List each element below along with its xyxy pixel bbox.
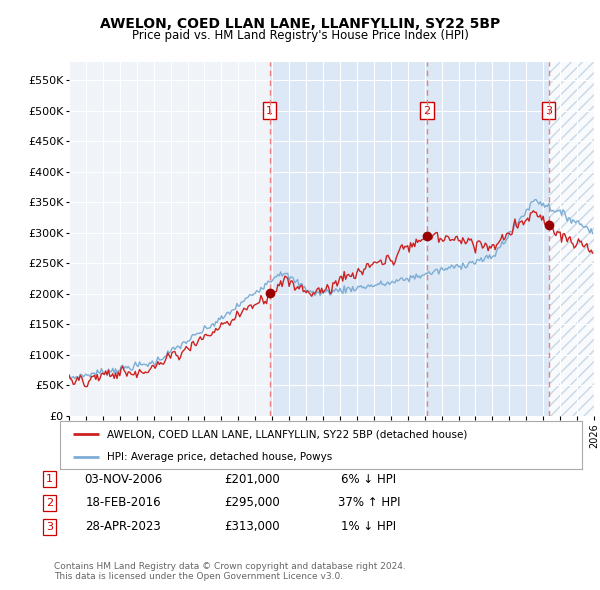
Text: £295,000: £295,000 [224,496,280,509]
Text: This data is licensed under the Open Government Licence v3.0.: This data is licensed under the Open Gov… [54,572,343,581]
Text: 3: 3 [46,522,53,532]
Text: 18-FEB-2016: 18-FEB-2016 [85,496,161,509]
Text: 1% ↓ HPI: 1% ↓ HPI [341,520,397,533]
Text: 2: 2 [423,106,430,116]
Text: 1: 1 [266,106,273,116]
Text: 2: 2 [46,498,53,507]
Text: AWELON, COED LLAN LANE, LLANFYLLIN, SY22 5BP: AWELON, COED LLAN LANE, LLANFYLLIN, SY22… [100,17,500,31]
Bar [548,62,594,416]
Text: 03-NOV-2006: 03-NOV-2006 [84,473,162,486]
Text: Contains HM Land Registry data © Crown copyright and database right 2024.: Contains HM Land Registry data © Crown c… [54,562,406,571]
Text: 6% ↓ HPI: 6% ↓ HPI [341,473,397,486]
Text: £201,000: £201,000 [224,473,280,486]
Text: 1: 1 [46,474,53,484]
Text: £313,000: £313,000 [224,520,280,533]
Text: 28-APR-2023: 28-APR-2023 [85,520,161,533]
Text: AWELON, COED LLAN LANE, LLANFYLLIN, SY22 5BP (detached house): AWELON, COED LLAN LANE, LLANFYLLIN, SY22… [107,429,467,439]
Text: Price paid vs. HM Land Registry's House Price Index (HPI): Price paid vs. HM Land Registry's House … [131,30,469,42]
Bar [269,62,548,416]
Text: 37% ↑ HPI: 37% ↑ HPI [338,496,400,509]
Text: 3: 3 [545,106,552,116]
Text: HPI: Average price, detached house, Powys: HPI: Average price, detached house, Powy… [107,452,332,462]
Bar [548,62,594,416]
